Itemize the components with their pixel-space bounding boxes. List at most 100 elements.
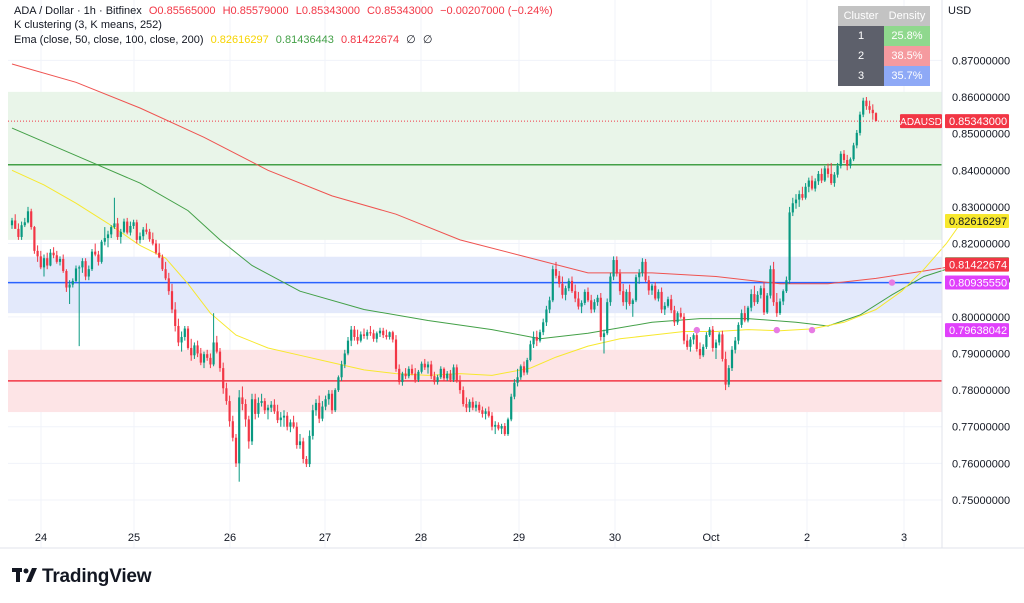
indicator-ema[interactable]: Ema (close, 50, close, 100, close, 200) … [14,33,436,47]
candle-body [113,223,116,228]
candle-body [314,402,318,411]
candle-body [343,353,346,365]
candle-body [68,284,71,288]
candle-body [148,231,151,240]
candle-body [474,404,478,408]
candle-body [631,300,634,304]
time-axis[interactable]: 24 25 26 27 28 29 30 Oct 2 3 [0,532,1024,549]
candle-body [753,294,756,303]
candle-body [500,425,503,429]
price-label-box [945,114,1009,129]
candle-body [679,313,682,317]
cluster-id: 2 [838,46,884,66]
y-tick-label: 0.77000000 [952,422,1010,434]
candle-body [513,382,516,397]
candle-body [497,424,500,429]
candle-body [292,422,295,427]
indicator-ema-label: Ema (close, 50, close, 100, close, 200) [14,34,204,46]
candle-body [542,322,545,333]
candle-body [494,424,497,427]
candle-body [330,393,334,411]
candle-body [177,325,180,343]
candle-body [791,203,794,213]
candle-body [590,300,593,310]
candle-body [401,373,404,383]
candle-body [727,368,730,385]
symbol-title[interactable]: ADA / Dollar · 1h · Bitfinex [14,5,142,17]
candle-body [766,295,769,313]
price-label-box [945,213,1009,228]
candle-body [311,410,314,436]
candle-body [746,307,750,321]
candle-body [228,401,231,422]
candle-body [478,404,481,411]
candle-body [817,173,820,182]
price-label-value: 0.79638042 [949,325,1007,337]
candle-body [353,329,356,337]
candle-body [743,313,746,321]
candle-body [618,273,622,292]
candle-body [855,132,858,146]
candle-body [538,332,542,341]
cluster-density-table: Cluster Density 1 25.8% 2 38.5% 3 35.7% [838,6,930,86]
candle-body [561,283,564,295]
candle-body [90,251,94,270]
candle-body [250,399,254,442]
y-tick-label: 0.75000000 [952,495,1010,507]
low-value: L0.85343000 [295,5,360,17]
candle-body [577,298,580,307]
currency-label[interactable]: USD [948,5,972,17]
candle-body [804,186,807,198]
price-axis[interactable]: 0.75000000 0.76000000 0.77000000 0.78000000… [941,0,1010,548]
candle-body [839,153,842,166]
candle-body [222,368,225,389]
candle-body [420,363,423,372]
tradingview-logo[interactable]: TradingView [12,566,152,588]
y-tick-label: 0.87000000 [952,55,1010,67]
candle-body [14,220,17,229]
candle-body [346,340,350,354]
candle-body [52,252,55,256]
candle-body [46,258,49,266]
candle-body [650,285,654,291]
candle-body [145,229,148,232]
candle-body [55,255,58,262]
candle-body [529,344,532,361]
candle-body [42,258,46,268]
candle-body [263,401,266,411]
signal-marker [693,326,700,334]
candle-body [666,299,670,306]
candle-body [580,302,583,307]
candle-body [670,299,673,311]
density-value: 38.5% [884,46,930,66]
candle-body [164,269,167,279]
y-tick-label: 0.76000000 [952,458,1010,470]
candle-body [190,347,193,356]
candle-body [436,377,439,383]
candle-body [785,280,788,292]
candle-body [391,332,394,340]
candle-body [602,333,606,337]
indicator-kclustering[interactable]: K clustering (3, K means, 252) [14,18,166,32]
candle-body [426,364,430,368]
y-tick-label: 0.86000000 [952,92,1010,104]
candle-body [596,297,599,303]
candle-body [154,243,158,253]
candle-body [833,174,836,184]
candle-body [865,100,868,107]
price-label-value: 0.85343000 [949,116,1007,128]
y-tick-label: 0.79000000 [952,348,1010,360]
candle-body [724,358,727,385]
candle-body [634,277,638,301]
x-tick-label: 24 [35,532,47,544]
candle-body [462,390,465,405]
candle-body [302,441,305,459]
candle-body [516,377,519,383]
indicator-kclustering-label: K clustering (3, K means, 252) [14,19,162,31]
candle-body [398,368,401,383]
x-tick-label: 29 [513,532,525,544]
candle-body [778,301,782,314]
candle-body [481,410,484,414]
candle-body [458,380,462,391]
